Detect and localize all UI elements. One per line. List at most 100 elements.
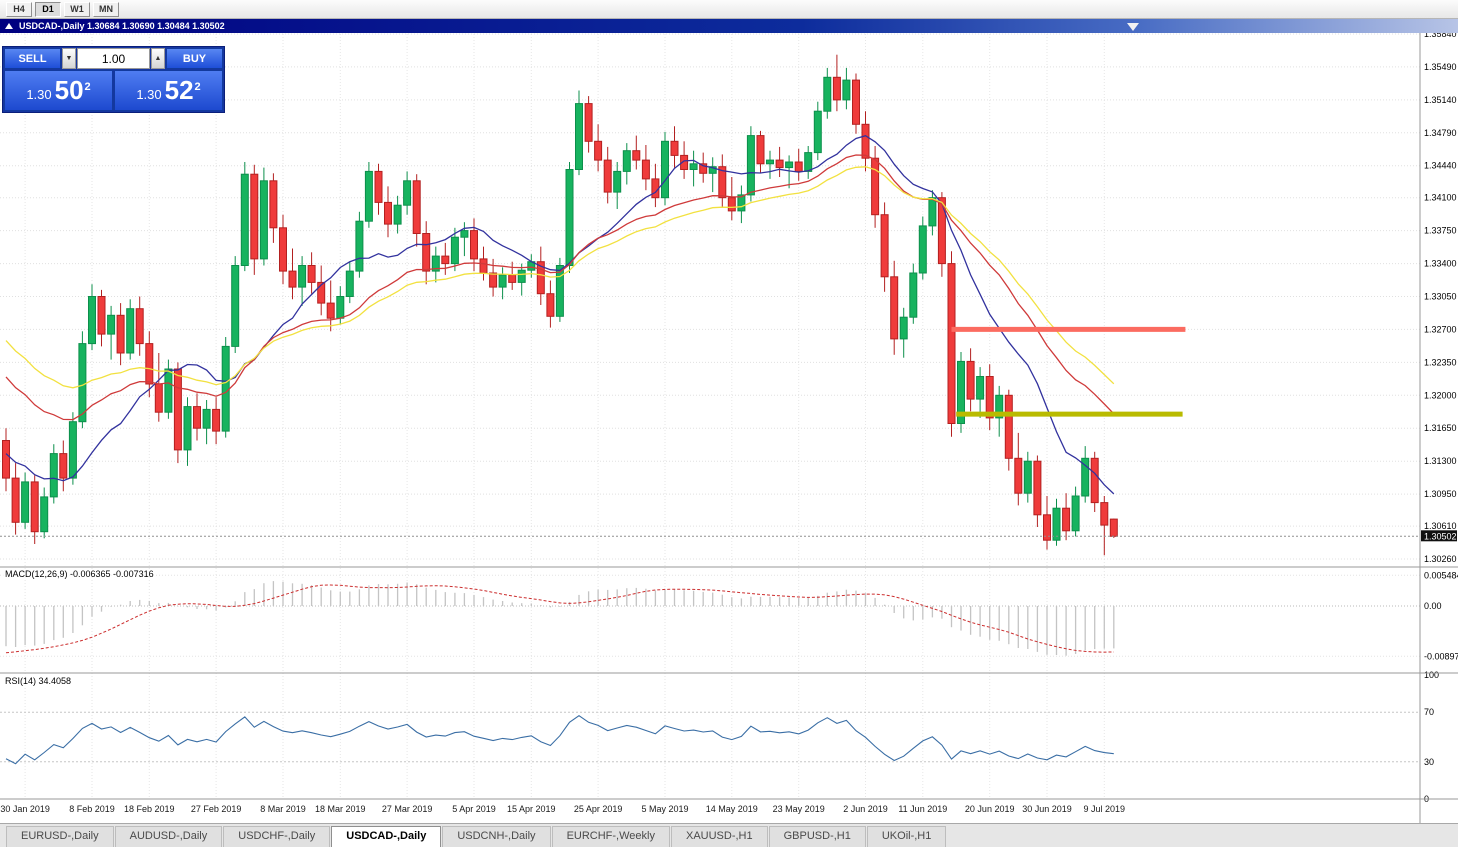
period-button-w1[interactable]: W1 <box>64 1 90 17</box>
price-axis-label: 1.35140 <box>1424 95 1457 105</box>
chart-tab-ukoil-h1[interactable]: UKOil-,H1 <box>866 826 947 847</box>
candle-body <box>403 180 412 206</box>
candle-body <box>584 103 593 142</box>
volume-increase-button[interactable]: ▲ <box>151 48 165 69</box>
chart-shift-marker-icon[interactable] <box>1127 23 1139 31</box>
chart-tab-gbpusd-h1[interactable]: GBPUSD-,H1 <box>768 826 866 847</box>
candle-body <box>555 265 564 317</box>
macd-indicator-label: MACD(12,26,9) -0.006365 -0.007316 <box>3 569 156 579</box>
candle-body <box>11 477 20 523</box>
candle-body <box>966 360 975 400</box>
candle-body <box>1052 507 1061 541</box>
candle-body <box>1071 495 1080 532</box>
price-axis-label: 1.31300 <box>1424 456 1457 466</box>
candle-body <box>78 343 87 423</box>
macd-signal-line <box>5 584 1114 654</box>
chart-tab-bar: EURUSD-,Daily AUDUSD-,Daily USDCHF-,Daily U… <box>0 823 1458 847</box>
price-axis-label: 1.33400 <box>1424 259 1457 269</box>
timeframe-toolbar: H4 D1 W1 MN <box>0 0 1458 19</box>
candle-body <box>832 76 841 101</box>
sell-price-sup: 2 <box>84 81 91 93</box>
candle-body <box>441 255 450 265</box>
candle-body <box>355 220 364 272</box>
candle-body <box>699 163 708 174</box>
chart-tab-eurusd-daily[interactable]: EURUSD-,Daily <box>6 826 114 847</box>
candle-body <box>813 110 822 154</box>
rsi-axis-label: 70 <box>1424 707 1434 717</box>
time-axis-label: 8 Mar 2019 <box>260 804 306 814</box>
candle-body <box>766 159 774 165</box>
candle-body <box>40 496 49 533</box>
candle-body <box>279 227 287 272</box>
period-button-mn[interactable]: MN <box>93 1 119 17</box>
buy-price-sup: 2 <box>194 81 201 93</box>
sell-price-box[interactable]: 1.30 50 2 <box>4 70 113 111</box>
candle-body <box>107 314 116 335</box>
candle-body <box>641 159 650 180</box>
candle-body <box>412 180 421 235</box>
period-button-d1[interactable]: D1 <box>35 1 61 17</box>
buy-button[interactable]: BUY <box>166 48 223 69</box>
collapse-window-icon[interactable] <box>5 23 13 29</box>
candle-body <box>145 343 154 385</box>
candle-body <box>336 296 345 319</box>
candle-body <box>861 123 870 159</box>
candle-body <box>288 270 297 288</box>
candle-body <box>909 272 918 318</box>
candle-body <box>450 236 459 265</box>
price-axis-label: 1.34790 <box>1424 128 1457 138</box>
chart-tab-audusd-daily[interactable]: AUDUSD-,Daily <box>114 826 223 847</box>
chart-tab-usdcad-daily[interactable]: USDCAD-,Daily <box>331 826 442 847</box>
chart-canvas[interactable]: 30 Jan 2019 8 Feb 2019 18 Feb 2019 27 Feb 2… <box>0 33 1458 824</box>
price-axis-label: 1.30950 <box>1424 489 1457 499</box>
candle-body <box>937 197 946 265</box>
candle-body <box>489 272 498 288</box>
chart-tab-eurchf-weekly[interactable]: EURCHF-,Weekly <box>551 826 670 847</box>
candle-body <box>307 265 316 283</box>
chart-title-bar[interactable]: USDCAD-,Daily 1.30684 1.30690 1.30484 1.… <box>0 19 1458 33</box>
candle-body <box>317 281 326 304</box>
candle-body <box>460 230 469 238</box>
rsi-axis-label: 100 <box>1424 670 1439 680</box>
candle-body <box>775 159 784 169</box>
candle-body <box>240 173 249 266</box>
candle-body <box>183 406 192 451</box>
time-axis-label: 25 Apr 2019 <box>574 804 623 814</box>
price-axis-label: 1.32700 <box>1424 324 1457 334</box>
volume-decrease-button[interactable]: ▼ <box>62 48 76 69</box>
candle-body <box>30 481 39 533</box>
bid-price-badge-label: 1.30502 <box>1424 531 1457 541</box>
rsi-axis-label: 30 <box>1424 757 1434 767</box>
candle-body <box>708 166 717 174</box>
candle-body <box>1023 460 1032 494</box>
candle-body <box>1004 394 1013 459</box>
chart-tab-xauusd-h1[interactable]: XAUUSD-,H1 <box>670 826 768 847</box>
chart-tab-usdchf-daily[interactable]: USDCHF-,Daily <box>223 826 331 847</box>
rsi-line <box>5 715 1114 765</box>
candle-body <box>899 316 908 340</box>
candle-body <box>622 150 631 172</box>
buy-price-box[interactable]: 1.30 52 2 <box>114 70 223 111</box>
candle-body <box>890 276 899 340</box>
volume-input[interactable]: 1.00 <box>77 48 150 69</box>
candle-body <box>250 173 259 260</box>
candle-body <box>97 296 106 335</box>
candle-body <box>689 163 698 171</box>
chart-tab-usdcnh-daily[interactable]: USDCNH-,Daily <box>442 826 551 847</box>
period-buttons: H4 D1 W1 MN <box>6 1 119 17</box>
candle-body <box>918 225 927 274</box>
period-button-h4[interactable]: H4 <box>6 1 32 17</box>
time-axis-label: 27 Feb 2019 <box>191 804 242 814</box>
moving-average-13 <box>5 134 1115 495</box>
candle-body <box>126 308 135 354</box>
price-axis-label: 1.34440 <box>1424 161 1457 171</box>
sell-button[interactable]: SELL <box>4 48 61 69</box>
candle-body <box>68 421 77 479</box>
candle-body <box>880 214 889 278</box>
candle-body <box>1043 514 1051 541</box>
time-axis-label: 15 Apr 2019 <box>507 804 556 814</box>
candle-body <box>1014 457 1023 494</box>
candle-body <box>947 263 956 424</box>
buy-price-base: 1.30 <box>136 87 162 102</box>
